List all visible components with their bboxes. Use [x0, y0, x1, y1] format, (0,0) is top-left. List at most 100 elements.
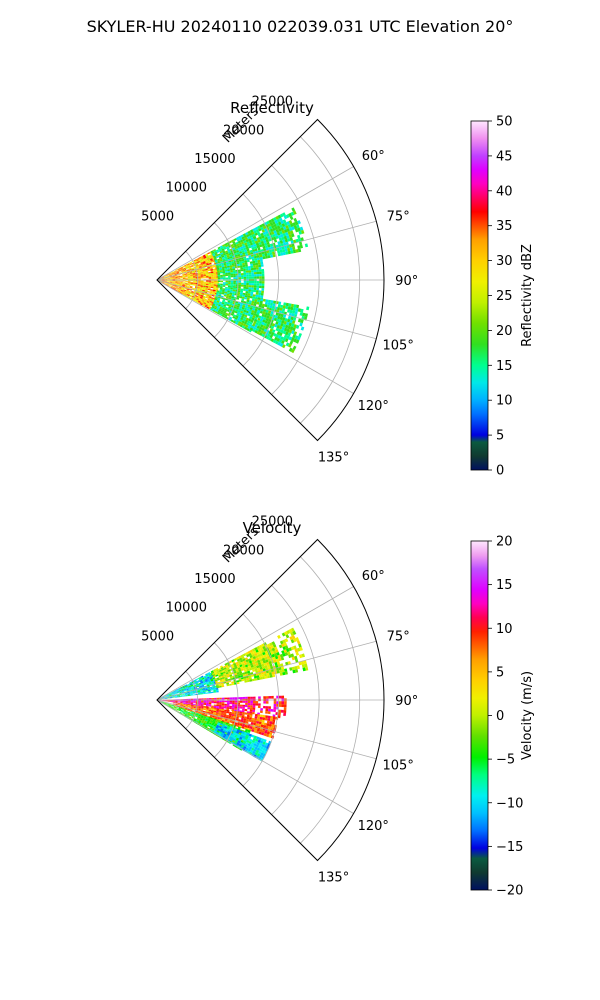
data-cell — [255, 314, 259, 318]
data-cell — [198, 280, 201, 282]
data-cell — [247, 236, 251, 240]
data-cell — [276, 670, 280, 674]
data-cell — [238, 280, 242, 283]
data-cell — [247, 243, 251, 247]
data-cell — [226, 702, 230, 705]
data-cell — [183, 708, 187, 711]
data-cell — [264, 730, 268, 734]
data-cell — [207, 259, 211, 262]
data-cell — [214, 671, 218, 675]
data-cell — [200, 681, 204, 684]
data-cell — [194, 296, 198, 298]
data-cell — [245, 652, 249, 656]
data-cell — [268, 726, 272, 730]
data-cell — [200, 710, 204, 712]
data-cell — [202, 679, 206, 682]
data-cell — [206, 721, 210, 724]
data-cell — [170, 706, 174, 709]
data-cell — [280, 233, 284, 238]
data-cell — [250, 265, 254, 269]
data-cell — [275, 215, 279, 220]
data-cell — [173, 271, 176, 273]
data-cell — [203, 682, 207, 684]
data-cell — [261, 243, 265, 247]
data-cell — [203, 702, 207, 704]
data-cell — [215, 720, 219, 723]
data-cell — [254, 652, 258, 657]
data-cell — [192, 271, 195, 273]
data-cell — [262, 645, 266, 650]
data-cell — [162, 700, 165, 702]
data-cell — [172, 288, 176, 291]
data-cell — [215, 294, 219, 297]
data-cell — [199, 718, 203, 721]
data-cell — [176, 692, 180, 694]
data-cell — [189, 691, 193, 693]
data-cell — [205, 688, 208, 691]
data-cell — [241, 236, 245, 240]
data-cell — [215, 689, 219, 692]
data-cell — [173, 271, 177, 273]
data-cell — [192, 287, 195, 290]
data-cell — [204, 300, 208, 303]
data-cell — [201, 701, 204, 703]
data-cell — [275, 235, 279, 240]
data-cell — [267, 715, 271, 719]
data-cell — [282, 232, 287, 237]
data-cell — [247, 729, 251, 733]
data-cell — [169, 697, 173, 699]
data-cell — [226, 711, 230, 714]
data-cell — [285, 305, 289, 310]
data-cell — [234, 246, 238, 250]
data-cell — [251, 281, 255, 284]
data-cell — [239, 706, 243, 709]
data-cell — [222, 735, 226, 738]
data-cell — [296, 304, 300, 309]
data-cell — [210, 308, 213, 311]
data-cell — [214, 310, 218, 314]
data-cell — [223, 304, 227, 307]
data-cell — [243, 316, 247, 320]
data-cell — [241, 313, 245, 317]
data-cell — [273, 659, 277, 663]
data-cell — [208, 297, 211, 300]
data-cell — [173, 272, 177, 274]
data-cell — [210, 717, 214, 720]
data-cell — [200, 683, 204, 685]
data-cell — [261, 333, 265, 338]
data-cell — [244, 669, 248, 673]
data-cell — [177, 695, 180, 696]
data-cell — [166, 703, 170, 705]
data-cell — [228, 252, 232, 256]
data-cell — [241, 726, 245, 729]
data-cell — [198, 706, 202, 709]
data-cell — [243, 286, 247, 289]
data-cell — [299, 646, 303, 651]
data-cell — [198, 257, 202, 260]
data-cell — [291, 233, 295, 238]
data-cell — [216, 686, 220, 689]
data-cell — [203, 295, 206, 298]
range-tick-label: 20000 — [223, 123, 264, 138]
data-cell — [211, 284, 214, 286]
data-cell — [166, 695, 170, 697]
data-cell — [214, 299, 217, 302]
data-cell — [205, 692, 209, 694]
data-cell — [213, 284, 217, 286]
data-cell — [220, 310, 224, 313]
data-cell — [193, 280, 196, 282]
data-cell — [162, 280, 165, 282]
data-cell — [280, 323, 284, 327]
data-cell — [242, 304, 246, 308]
data-cell — [195, 678, 199, 681]
data-cell — [198, 702, 201, 704]
data-cell — [229, 700, 233, 703]
data-cell — [163, 703, 167, 705]
data-cell — [237, 293, 240, 297]
data-cell — [226, 255, 230, 258]
data-cell — [228, 671, 232, 674]
data-cell — [197, 285, 201, 287]
data-cell — [179, 291, 183, 294]
data-cell — [222, 276, 226, 278]
